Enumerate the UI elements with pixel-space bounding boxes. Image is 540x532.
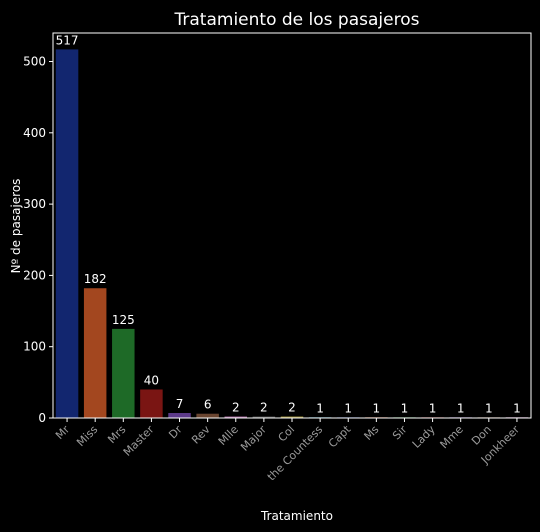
x-tick-label: Mr [53, 423, 72, 442]
data-labels-group: 517 182 125 40 7 6 2 2 2 1 1 1 1 1 1 1 1 [56, 33, 521, 415]
bar-mlle [224, 416, 248, 418]
data-label: 1 [373, 401, 381, 415]
bars-group [55, 49, 529, 419]
x-tick-label: Lady [410, 423, 438, 451]
bar-master [140, 389, 163, 418]
bar-miss [83, 288, 107, 418]
x-tick-label: Don [469, 423, 494, 448]
data-label: 2 [288, 401, 296, 415]
bar-major [252, 416, 276, 418]
bar-mr [55, 49, 79, 419]
data-label: 1 [344, 401, 352, 415]
x-tick-label: Ms [362, 423, 382, 443]
bar-rev [196, 413, 219, 418]
data-label: 1 [429, 401, 437, 415]
x-tick-label: Rev [189, 423, 213, 447]
data-label: 1 [485, 401, 493, 415]
data-label: 1 [457, 401, 465, 415]
x-tick-label: Master [121, 423, 157, 459]
data-label: 1 [316, 401, 324, 415]
x-tick-label: Miss [74, 423, 100, 449]
data-label: 2 [232, 401, 240, 415]
data-label: 6 [204, 398, 212, 412]
bar-col [280, 416, 304, 418]
y-tick-label: 300 [23, 197, 46, 211]
y-tick-label: 100 [23, 340, 46, 354]
bar-dr [168, 413, 191, 418]
y-tick-label: 400 [23, 126, 46, 140]
x-tick-label: Capt [326, 422, 354, 450]
x-tick-label: Major [238, 423, 269, 454]
chart-title: Tratamiento de los pasajeros [174, 10, 420, 30]
y-axis: 0 100 200 300 400 500 [23, 55, 53, 425]
data-label: 517 [56, 33, 79, 47]
x-tick-label: Mme [438, 423, 466, 451]
data-label: 1 [401, 401, 409, 415]
y-tick-label: 0 [38, 411, 46, 425]
y-tick-label: 200 [23, 268, 46, 282]
x-tick-label: Col [276, 423, 298, 445]
data-label: 182 [84, 272, 107, 286]
data-label: 2 [260, 401, 268, 415]
x-tick-label: Sir [390, 423, 410, 443]
x-axis-label: Tratamiento [260, 509, 333, 523]
data-label: 1 [513, 401, 521, 415]
plot-frame [52, 32, 532, 419]
data-label: 40 [144, 373, 159, 387]
data-label: 125 [112, 313, 135, 327]
x-tick-label: Mrs [105, 423, 128, 446]
bar-mrs [112, 328, 135, 418]
y-axis-label: Nº de pasajeros [9, 179, 23, 274]
x-tick-label: Dr [166, 423, 185, 442]
y-tick-label: 500 [23, 55, 46, 69]
data-label: 7 [176, 397, 184, 411]
